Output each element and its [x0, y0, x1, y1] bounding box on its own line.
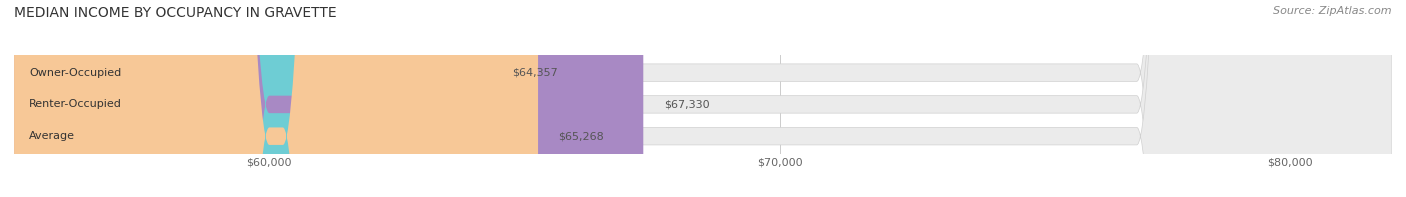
Text: Owner-Occupied: Owner-Occupied — [30, 68, 122, 78]
Text: $67,330: $67,330 — [664, 99, 710, 109]
FancyBboxPatch shape — [14, 0, 1392, 197]
Text: Source: ZipAtlas.com: Source: ZipAtlas.com — [1274, 6, 1392, 16]
Text: $64,357: $64,357 — [512, 68, 558, 78]
Text: Average: Average — [30, 131, 76, 141]
Text: $65,268: $65,268 — [558, 131, 605, 141]
Text: MEDIAN INCOME BY OCCUPANCY IN GRAVETTE: MEDIAN INCOME BY OCCUPANCY IN GRAVETTE — [14, 6, 336, 20]
FancyBboxPatch shape — [14, 0, 1392, 197]
FancyBboxPatch shape — [14, 0, 1392, 197]
FancyBboxPatch shape — [14, 0, 538, 197]
Text: Renter-Occupied: Renter-Occupied — [30, 99, 122, 109]
FancyBboxPatch shape — [14, 0, 644, 197]
FancyBboxPatch shape — [14, 0, 492, 197]
